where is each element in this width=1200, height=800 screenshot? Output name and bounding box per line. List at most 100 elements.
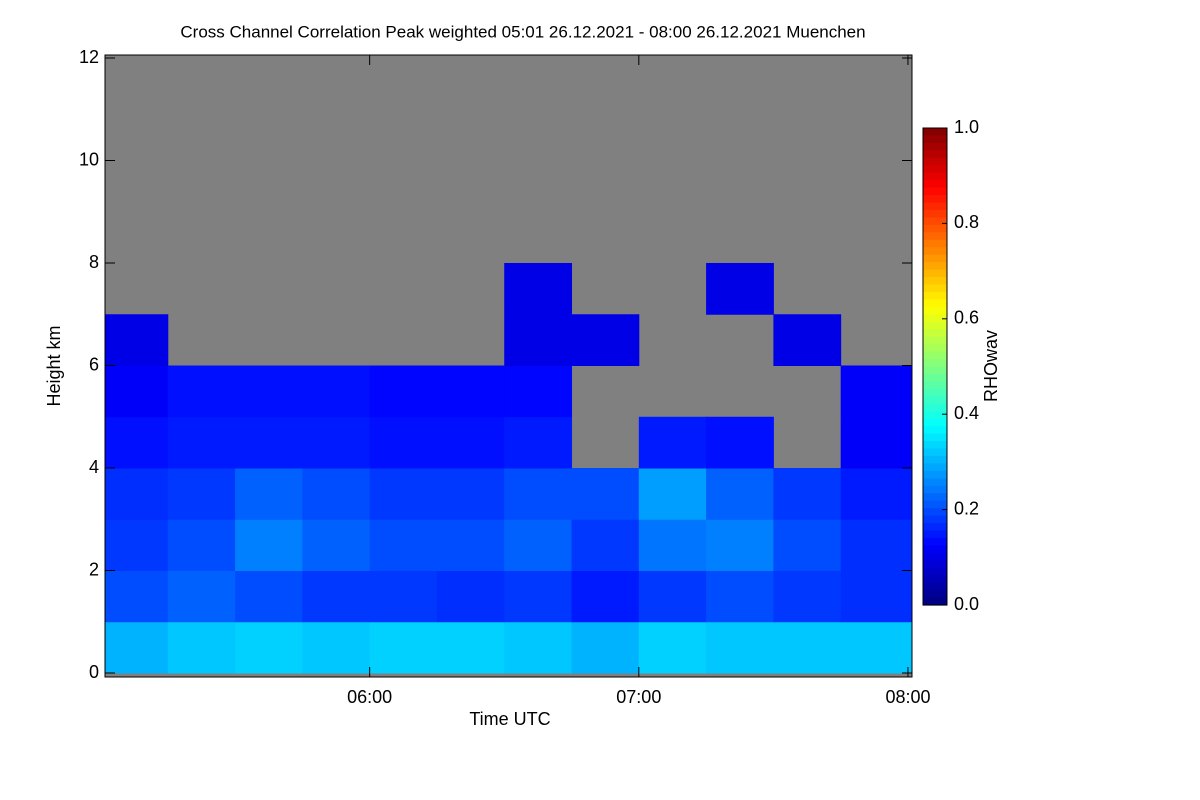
- colorbar-swatch: [923, 247, 947, 256]
- heatmap-cell: [504, 416, 573, 469]
- y-tick-label: 10: [79, 149, 99, 169]
- heatmap-cell: [436, 365, 505, 418]
- heatmap-cell: [706, 416, 774, 469]
- colorbar-swatch: [923, 254, 947, 263]
- heatmap-cell: [235, 468, 303, 520]
- colorbar-swatch: [923, 344, 947, 353]
- colorbar-swatch: [923, 448, 947, 457]
- heatmap-cell: [436, 519, 505, 571]
- colorbar-swatch: [923, 396, 947, 405]
- heatmap-cell: [773, 519, 842, 571]
- colorbar-swatch: [923, 530, 947, 539]
- colorbar-swatch: [923, 523, 947, 532]
- colorbar-swatch: [923, 135, 947, 144]
- colorbar-swatch: [923, 239, 947, 248]
- colorbar-swatch: [923, 388, 947, 397]
- colorbar-swatch: [923, 262, 947, 271]
- heatmap-cell: [706, 621, 774, 674]
- colorbar-swatch: [923, 500, 947, 509]
- heatmap-cell: [302, 621, 371, 674]
- heatmap-cell: [773, 314, 842, 366]
- heatmap-cell: [105, 314, 169, 366]
- heatmap-cell: [167, 519, 236, 571]
- heatmap-cell: [638, 570, 707, 623]
- colorbar-swatch: [923, 411, 947, 420]
- x-tick-label: 08:00: [885, 687, 930, 707]
- colorbar-swatch: [923, 359, 947, 368]
- heatmap-cell: [302, 519, 371, 571]
- colorbar-swatch: [923, 299, 947, 308]
- y-tick-label: 8: [89, 252, 99, 272]
- colorbar-swatch: [923, 128, 947, 137]
- colorbar-frame: [922, 127, 948, 606]
- heatmap-cell: [105, 570, 169, 623]
- heatmap-cell: [235, 621, 303, 674]
- colorbar-swatch: [923, 582, 947, 591]
- heatmap-cell: [235, 570, 303, 623]
- heatmap-cell: [167, 468, 236, 520]
- heatmap-cell: [235, 365, 303, 418]
- chart-title: Cross Channel Correlation Peak weighted …: [180, 22, 865, 41]
- heatmap-cell: [571, 468, 640, 520]
- colorbar-swatch: [923, 291, 947, 301]
- colorbar-swatch: [923, 560, 947, 569]
- colorbar-swatch: [923, 567, 947, 576]
- y-tick-label: 12: [79, 47, 99, 67]
- colorbar-swatch: [923, 485, 947, 494]
- colorbar-swatch: [923, 209, 947, 219]
- colorbar-swatch: [923, 455, 947, 464]
- heatmap-cell: [105, 365, 169, 418]
- colorbar-swatch: [923, 269, 947, 278]
- heatmap-cell: [436, 468, 505, 520]
- heatmap-cell: [504, 365, 573, 418]
- heatmap-cell: [369, 416, 438, 469]
- colorbar-swatch: [923, 165, 947, 174]
- colorbar-swatch: [923, 284, 947, 293]
- colorbar-swatch: [923, 493, 947, 502]
- heatmap-cell: [235, 519, 303, 571]
- heatmap-cell: [571, 570, 640, 623]
- colorbar-swatch: [923, 329, 947, 338]
- y-tick-label: 4: [89, 457, 99, 477]
- colorbar-swatch: [923, 403, 947, 412]
- heatmap-cell: [167, 365, 236, 418]
- colorbar-swatch: [923, 180, 947, 189]
- heatmap-cell: [302, 468, 371, 520]
- heatmap-cell: [638, 621, 707, 674]
- colorbar-swatch: [923, 590, 947, 599]
- colorbar-swatch: [923, 217, 947, 226]
- heatmap-cell: [571, 519, 640, 571]
- heatmap-cell: [840, 621, 912, 674]
- y-tick-label: 2: [89, 559, 99, 579]
- y-axis-label: Height km: [44, 325, 64, 406]
- colorbar-tick-label: 1.0: [954, 117, 979, 137]
- colorbar-swatch: [923, 195, 947, 204]
- colorbar-swatch: [923, 478, 947, 487]
- heatmap-cell: [773, 621, 842, 674]
- colorbar-swatch: [923, 172, 947, 181]
- heatmap-cell: [369, 621, 438, 674]
- heatmap-cell: [840, 416, 912, 469]
- heatmap-cell: [706, 468, 774, 520]
- heatmap-cell: [638, 468, 707, 520]
- colorbar-swatch: [923, 463, 947, 472]
- heatmap-cell: [706, 263, 774, 315]
- heatmap-cell: [840, 519, 912, 571]
- heatmap-cell: [504, 468, 573, 520]
- colorbar-swatch: [923, 508, 947, 517]
- heatmap-cell: [302, 365, 371, 418]
- colorbar-swatch: [923, 545, 947, 554]
- heatmap-cell: [773, 570, 842, 623]
- colorbar-swatch: [923, 142, 947, 151]
- colorbar-swatch: [923, 433, 947, 442]
- heatmap-cell: [436, 621, 505, 674]
- heatmap-cell: [167, 570, 236, 623]
- heatmap-cell: [167, 621, 236, 674]
- colorbar-swatch: [923, 321, 947, 330]
- heatmap-cell: [436, 570, 505, 623]
- colorbar-swatch: [923, 187, 947, 196]
- heatmap-cell: [369, 519, 438, 571]
- heatmap-cell: [105, 416, 169, 469]
